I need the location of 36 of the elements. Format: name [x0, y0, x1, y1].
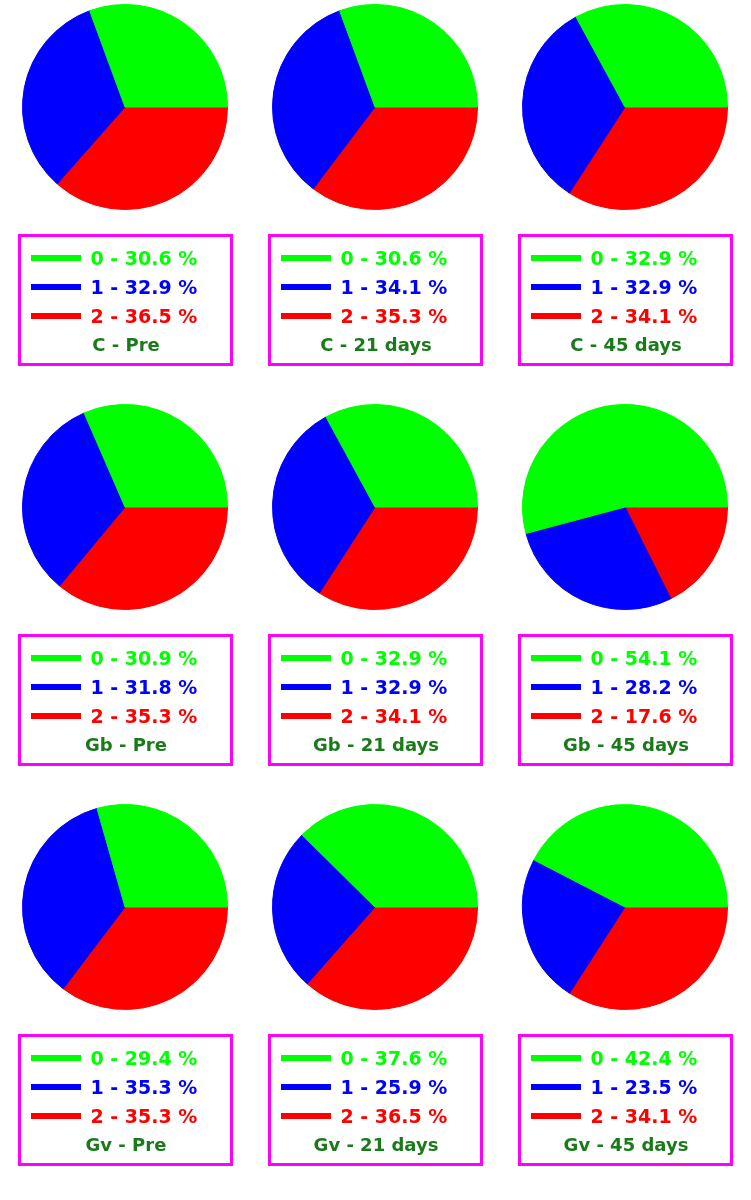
legend-label: 0 - 30.9 % — [90, 647, 198, 669]
legend-label: 1 - 32.9 % — [590, 276, 698, 298]
text: C - 21 days — [319, 334, 433, 355]
legend-label: 0 - 37.6 % — [340, 1047, 448, 1069]
legend-label: 1 - 34.1 % — [340, 276, 448, 298]
legend-label: 2 - 36.5 % — [340, 1105, 448, 1127]
legend-label: 1 - 32.9 % — [90, 276, 198, 298]
legend-label: 2 - 34.1 % — [590, 305, 698, 327]
legend-label: 2 - 36.5 % — [90, 305, 198, 327]
legend-label: 0 - 32.9 % — [590, 247, 698, 269]
legend-label: 0 - 29.4 % — [90, 1047, 198, 1069]
legend-label: 1 - 25.9 % — [340, 1076, 448, 1098]
text: C - 45 days — [569, 334, 683, 355]
legend-label: 1 - 28.2 % — [590, 676, 698, 698]
legend-label: 0 - 42.4 % — [590, 1047, 698, 1069]
legend-label: 0 - 30.6 % — [340, 247, 448, 269]
legend-label: 1 - 32.9 % — [340, 676, 448, 698]
legend-label: 1 - 31.8 % — [90, 676, 198, 698]
legend-label: 0 - 54.1 % — [590, 647, 698, 669]
legend-label: 1 - 35.3 % — [90, 1076, 198, 1098]
text: Gv - 45 days — [562, 1134, 690, 1155]
text: Gb - Pre — [84, 734, 168, 755]
legend-label: 2 - 35.3 % — [90, 1105, 198, 1127]
legend-label: 0 - 30.6 % — [90, 247, 198, 269]
text: Gv - Pre — [84, 1134, 168, 1155]
legend-label: 0 - 32.9 % — [340, 647, 448, 669]
legend-label: 2 - 35.3 % — [90, 705, 198, 727]
legend-label: 2 - 35.3 % — [340, 305, 448, 327]
legend-label: 2 - 17.6 % — [590, 705, 698, 727]
legend-label: 2 - 34.1 % — [590, 1105, 698, 1127]
text: Gb - 21 days — [312, 734, 440, 755]
legend-label: 2 - 34.1 % — [340, 705, 448, 727]
legend-label: 1 - 23.5 % — [590, 1076, 698, 1098]
text: C - Pre — [91, 334, 161, 355]
text: Gv - 21 days — [312, 1134, 440, 1155]
text: Gb - 45 days — [562, 734, 690, 755]
